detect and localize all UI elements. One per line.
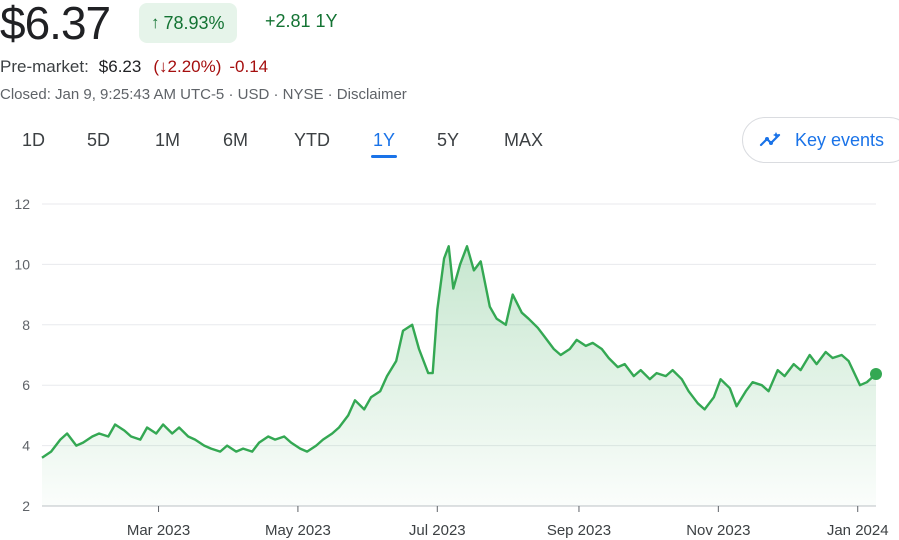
arrow-up-icon: ↑ <box>151 13 160 32</box>
tab-1m[interactable]: 1M <box>155 130 181 150</box>
tab-1y[interactable]: 1Y <box>370 126 398 158</box>
premarket-price: $6.23 <box>98 57 142 76</box>
y-tick-label: 8 <box>22 317 30 333</box>
key-events-icon <box>759 132 781 147</box>
y-tick-label: 10 <box>14 256 30 272</box>
range-tabs: 1D 5D 1M 6M YTD 1Y 5Y MAX <box>0 126 740 162</box>
stock-price: $6.37 <box>0 0 111 49</box>
key-events-button[interactable]: Key events <box>742 117 899 163</box>
pct-change-value: 78.93% <box>163 12 225 33</box>
x-tick-label: Jan 2024 <box>827 522 889 539</box>
x-tick-label: Jul 2023 <box>409 522 466 539</box>
premarket-pct-close: ) <box>215 57 222 76</box>
x-tick-label: Nov 2023 <box>686 522 750 539</box>
y-tick-label: 2 <box>22 498 30 514</box>
premarket-abs: -0.14 <box>229 57 269 76</box>
price-area <box>42 246 876 507</box>
tab-1d[interactable]: 1D <box>22 130 46 150</box>
y-tick-label: 12 <box>14 196 30 212</box>
tab-max[interactable]: MAX <box>504 130 544 150</box>
premarket-label: Pre-market: <box>0 57 89 76</box>
x-tick-label: Mar 2023 <box>127 522 190 539</box>
price-chart: 2 4 6 8 10 12 Mar 2023 May 2023 Jul 2023 Sep 202… <box>14 196 889 539</box>
arrow-down-icon: ↓ <box>159 57 168 76</box>
price-line <box>41 245 877 459</box>
tab-5d[interactable]: 5D <box>87 130 111 150</box>
current-price-dot <box>870 368 882 381</box>
tab-ytd[interactable]: YTD <box>294 130 330 150</box>
premarket-pct-open: ( <box>153 57 160 76</box>
key-events-label: Key events <box>795 129 885 150</box>
x-tick-label: Sep 2023 <box>547 522 611 539</box>
y-tick-label: 6 <box>22 377 30 393</box>
tab-5y[interactable]: 5Y <box>437 130 460 150</box>
premarket-row: Pre-market: $6.23 ( ↓ 2.20% ) -0.14 <box>0 57 268 77</box>
premarket-pct: 2.20% <box>167 57 216 76</box>
tab-6m[interactable]: 6M <box>223 130 249 150</box>
status-line: Closed: Jan 9, 9:25:43 AM UTC-5 · USD · … <box>0 86 407 103</box>
x-tick-label: May 2023 <box>265 522 331 539</box>
pct-change-badge: ↑ 78.93% <box>139 3 237 43</box>
y-tick-label: 4 <box>22 438 30 454</box>
abs-change: +2.81 1Y <box>265 11 338 31</box>
